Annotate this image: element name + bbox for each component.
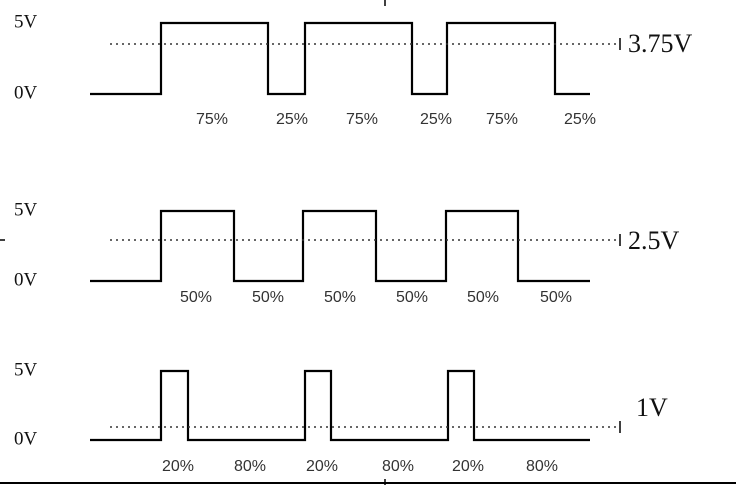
- duty-label: 25%: [564, 111, 596, 128]
- high-level-label: 5V: [14, 199, 38, 220]
- pwm-waveform: [90, 209, 590, 283]
- low-level-label: 0V: [14, 269, 38, 290]
- average-voltage: 1V: [636, 393, 668, 422]
- average-voltage: 2.5V: [628, 226, 680, 255]
- pwm-waveform: [90, 21, 590, 96]
- duty-label: 50%: [396, 289, 428, 306]
- duty-label: 80%: [382, 458, 414, 475]
- duty-label: 50%: [324, 289, 356, 306]
- low-level-label: 0V: [14, 428, 38, 449]
- pwm-waveform: [90, 369, 590, 442]
- duty-label: 50%: [540, 289, 572, 306]
- high-level-label: 5V: [14, 359, 38, 380]
- duty-label: 50%: [180, 289, 212, 306]
- duty-label: 75%: [486, 111, 518, 128]
- high-level-label: 5V: [14, 11, 38, 32]
- average-voltage: 3.75V: [628, 29, 693, 58]
- duty-label: 80%: [526, 458, 558, 475]
- low-level-label: 0V: [14, 82, 38, 103]
- duty-label: 25%: [420, 111, 452, 128]
- duty-label: 20%: [452, 458, 484, 475]
- duty-label: 75%: [346, 111, 378, 128]
- duty-label: 50%: [467, 289, 499, 306]
- duty-label: 25%: [276, 111, 308, 128]
- duty-label: 80%: [234, 458, 266, 475]
- duty-label: 20%: [162, 458, 194, 475]
- duty-label: 50%: [252, 289, 284, 306]
- duty-label: 20%: [306, 458, 338, 475]
- duty-label: 75%: [196, 111, 228, 128]
